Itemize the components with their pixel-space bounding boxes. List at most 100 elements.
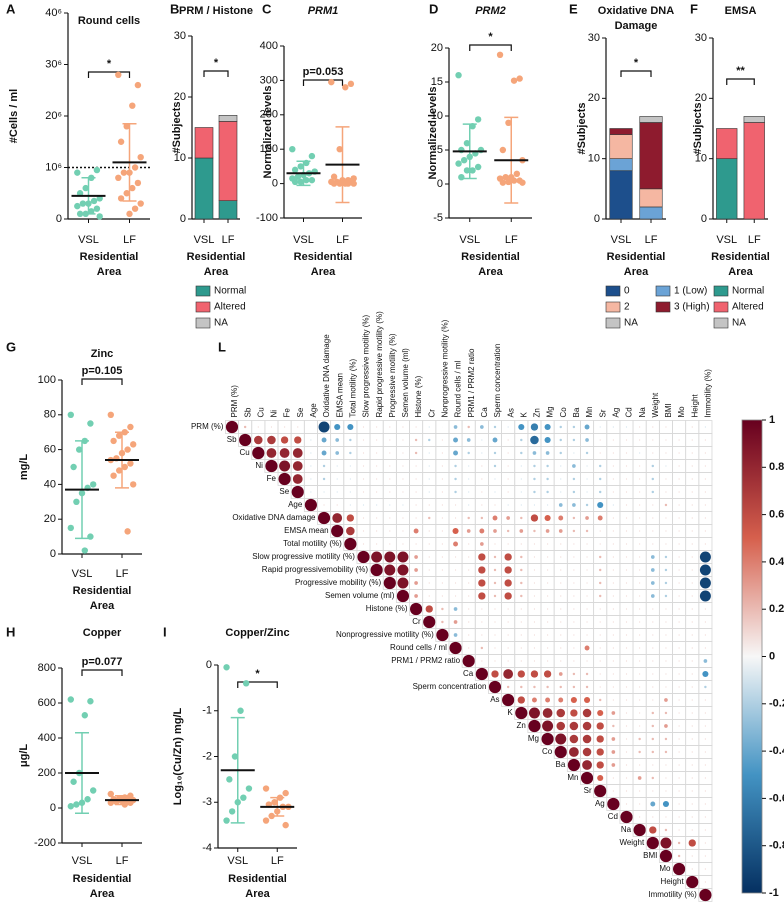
correlation-circle (371, 551, 383, 563)
correlation-circle (376, 543, 378, 545)
correlation-circle (573, 569, 575, 571)
correlation-circle (559, 451, 562, 455)
correlation-circle (556, 721, 566, 731)
legend-swatch (713, 317, 729, 329)
correlation-circle (453, 620, 458, 624)
correlation-circle (612, 595, 614, 597)
correlation-circle (652, 608, 654, 610)
significance-label: * (107, 58, 112, 70)
y-tick-label: 20 (431, 42, 443, 54)
correlation-circle (389, 543, 391, 545)
correlation-circle (651, 750, 655, 754)
correlation-circle (376, 491, 378, 493)
correlation-circle (585, 529, 589, 533)
correlation-circle (362, 439, 365, 441)
correlation-circle (704, 543, 707, 545)
correlation-circle (546, 582, 549, 584)
correlation-circle (691, 829, 693, 831)
correlation-circle (678, 595, 680, 597)
correlation-circle (596, 761, 604, 769)
correlation-circle (507, 647, 509, 649)
data-point (297, 178, 304, 186)
correlation-circle (467, 451, 470, 455)
colorbar-tick-label: -0.8 (769, 840, 784, 852)
correlation-circle (279, 448, 290, 458)
correlation-circle (612, 439, 614, 441)
correlation-circle (560, 478, 562, 480)
correlation-circle (570, 709, 578, 717)
y-tick-label: 0 (594, 213, 600, 225)
correlation-circle (652, 426, 654, 428)
correlation-circle (362, 452, 365, 454)
data-point (458, 174, 465, 181)
data-point (516, 75, 523, 82)
data-point (81, 712, 89, 719)
correlation-circle (442, 426, 443, 428)
correlation-circle (428, 516, 431, 520)
bar-segment (218, 121, 238, 202)
chart-title: PRM2 (475, 5, 506, 17)
row-label: As (490, 695, 499, 704)
column-label: Ag (611, 408, 620, 418)
correlation-circle (573, 452, 575, 454)
correlation-circle (691, 738, 693, 740)
correlation-circle (585, 451, 589, 455)
correlation-circle (691, 868, 693, 870)
row-label: Ca (463, 669, 474, 678)
correlation-circle (639, 608, 641, 610)
correlation-circle (544, 514, 551, 522)
column-label: Mo (677, 406, 686, 418)
correlation-circle (481, 491, 483, 493)
correlation-circle (414, 568, 418, 572)
panel-letter: F (690, 1, 698, 16)
correlation-circle (452, 527, 459, 535)
correlation-circle (704, 608, 707, 610)
correlation-circle (639, 517, 641, 519)
correlation-circle (481, 439, 483, 441)
row-label: Round cells / ml (390, 643, 447, 652)
correlation-circle (507, 491, 509, 493)
correlation-circle (441, 504, 444, 506)
row-label: Immotility (%) (648, 890, 697, 899)
correlation-circle (569, 721, 579, 731)
correlation-circle (625, 686, 628, 688)
y-tick-label: 300 (260, 74, 278, 86)
correlation-circle (597, 515, 603, 521)
correlation-circle (652, 673, 654, 675)
correlation-circle (678, 556, 680, 558)
data-point (127, 460, 134, 467)
correlation-circle (703, 659, 708, 663)
correlation-circle (625, 543, 628, 545)
correlation-circle (596, 722, 604, 730)
correlation-circle (494, 647, 496, 649)
data-point (67, 803, 75, 810)
correlation-circle (462, 654, 475, 668)
correlation-circle (585, 503, 589, 507)
correlation-circle (528, 707, 540, 719)
x-axis-label: Residential Area (293, 251, 353, 278)
correlation-circle (560, 569, 562, 571)
correlation-circle (625, 621, 628, 623)
correlation-circle (376, 478, 378, 480)
correlation-circle (322, 477, 326, 481)
correlation-circle (428, 569, 430, 571)
correlation-circle (530, 435, 539, 445)
data-point (120, 169, 128, 176)
correlation-circle (554, 745, 567, 759)
correlation-circle (504, 566, 512, 574)
correlation-circle (572, 529, 576, 533)
correlation-circle (612, 465, 614, 467)
correlation-circle (362, 517, 365, 519)
data-point (84, 796, 91, 803)
correlation-circle (691, 478, 693, 480)
correlation-circle (520, 634, 522, 636)
correlation-circle (625, 556, 628, 558)
significance-bracket (81, 669, 123, 676)
correlation-circle (664, 581, 668, 585)
column-label: Se (296, 407, 305, 417)
correlation-circle (678, 764, 680, 766)
correlation-circle (678, 647, 680, 649)
correlation-circle (573, 543, 575, 545)
data-point (297, 163, 304, 170)
correlation-circle (691, 712, 693, 714)
